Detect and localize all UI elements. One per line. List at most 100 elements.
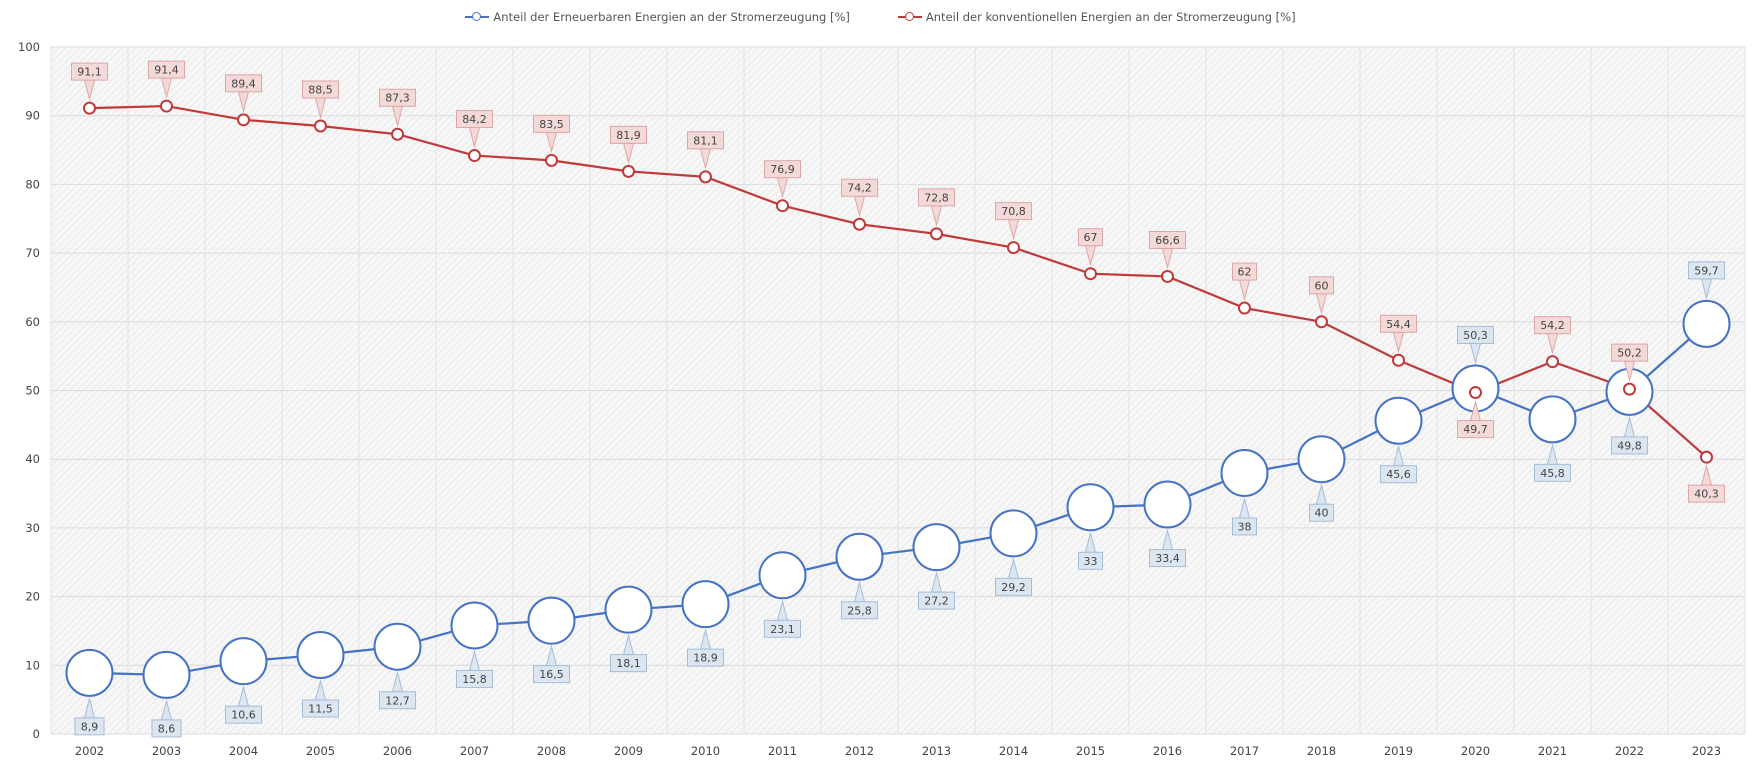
data-label-box [995, 577, 1032, 596]
data-point-renewable[interactable] [450, 601, 499, 650]
data-label: 88,5 [308, 84, 333, 97]
data-point-conventional[interactable] [1623, 382, 1636, 396]
data-label: 38 [1238, 520, 1252, 533]
data-label-box [1534, 463, 1571, 482]
data-point-renewable[interactable] [604, 585, 653, 634]
x-tick-label: 2020 [1461, 744, 1490, 758]
data-point-conventional[interactable] [545, 153, 558, 167]
legend-label-conventional: Anteil der konventionellen Energien an d… [925, 10, 1296, 24]
data-point-conventional[interactable] [1469, 386, 1482, 400]
data-label: 29,2 [1001, 581, 1026, 594]
legend-item-renewable[interactable]: Anteil der Erneuerbaren Energien an der … [465, 10, 850, 24]
data-label: 74,2 [847, 182, 872, 195]
data-label-box [918, 591, 955, 610]
data-label-box [71, 62, 108, 81]
data-point-renewable[interactable] [1374, 396, 1423, 445]
data-point-renewable[interactable] [681, 580, 730, 629]
data-point-conventional[interactable] [391, 127, 404, 141]
data-point-renewable[interactable] [219, 637, 268, 686]
data-label: 66,6 [1155, 234, 1180, 247]
data-label-box [1380, 314, 1417, 333]
data-point-renewable[interactable] [912, 523, 961, 572]
data-label: 23,1 [770, 623, 795, 636]
x-tick-label: 2003 [152, 744, 181, 758]
data-point-renewable[interactable] [758, 551, 807, 600]
x-tick-label: 2007 [460, 744, 489, 758]
data-point-renewable[interactable] [835, 532, 884, 581]
data-point-renewable[interactable] [989, 509, 1038, 558]
data-point-conventional[interactable] [83, 101, 96, 115]
data-point-renewable[interactable] [1066, 483, 1115, 532]
x-tick-label: 2002 [75, 744, 104, 758]
x-tick-label: 2014 [999, 744, 1028, 758]
data-label: 81,1 [693, 134, 718, 147]
data-point-renewable[interactable] [1528, 395, 1577, 444]
data-label-box [148, 60, 185, 79]
x-tick-label: 2005 [306, 744, 335, 758]
data-point-conventional[interactable] [1161, 269, 1174, 283]
x-tick-label: 2021 [1538, 744, 1567, 758]
x-tick-label: 2018 [1307, 744, 1336, 758]
y-tick-label: 20 [25, 590, 40, 604]
data-point-conventional[interactable] [1315, 315, 1328, 329]
data-label: 62 [1238, 266, 1252, 279]
data-point-conventional[interactable] [1084, 267, 1097, 281]
data-point-renewable[interactable] [296, 630, 345, 679]
x-tick-label: 2004 [229, 744, 258, 758]
data-point-conventional[interactable] [1392, 353, 1405, 367]
data-point-conventional[interactable] [314, 119, 327, 133]
data-point-conventional[interactable] [622, 164, 635, 178]
data-label: 8,9 [81, 720, 99, 733]
data-point-conventional[interactable] [468, 149, 481, 163]
data-point-conventional[interactable] [853, 217, 866, 231]
y-tick-label: 60 [25, 315, 40, 329]
data-label-box [1457, 420, 1494, 439]
data-point-conventional[interactable] [160, 99, 173, 113]
chart-legend: Anteil der Erneuerbaren Energien an der … [0, 10, 1761, 24]
data-label-box [302, 80, 339, 99]
data-point-renewable[interactable] [65, 648, 114, 697]
x-tick-label: 2016 [1153, 744, 1182, 758]
data-label: 27,2 [924, 595, 949, 608]
legend-label-renewable: Anteil der Erneuerbaren Energien an der … [493, 10, 850, 24]
data-label: 40 [1315, 507, 1329, 520]
x-tick-label: 2012 [845, 744, 874, 758]
data-point-conventional[interactable] [1007, 241, 1020, 255]
data-point-renewable[interactable] [373, 622, 422, 671]
data-point-renewable[interactable] [527, 596, 576, 645]
data-point-renewable[interactable] [142, 650, 191, 699]
data-label-box [1149, 230, 1186, 249]
legend-item-conventional[interactable]: Anteil der konventionellen Energien an d… [897, 10, 1296, 24]
data-label-box [1457, 325, 1494, 344]
data-point-renewable[interactable] [1297, 435, 1346, 484]
data-label: 33,4 [1155, 552, 1180, 565]
data-point-conventional[interactable] [1546, 355, 1559, 369]
y-tick-label: 40 [25, 452, 40, 466]
data-point-renewable[interactable] [1220, 448, 1269, 497]
data-point-conventional[interactable] [776, 199, 789, 213]
data-label: 15,8 [462, 673, 487, 686]
data-label: 54,2 [1540, 319, 1565, 332]
data-point-conventional[interactable] [930, 227, 943, 241]
x-tick-label: 2006 [383, 744, 412, 758]
x-tick-label: 2015 [1076, 744, 1105, 758]
data-label: 50,2 [1617, 347, 1642, 360]
data-label: 45,8 [1540, 467, 1565, 480]
data-point-conventional[interactable] [1700, 450, 1713, 464]
data-label: 50,3 [1463, 329, 1488, 342]
data-label: 91,1 [77, 66, 102, 79]
data-label: 72,8 [924, 191, 949, 204]
data-point-renewable[interactable] [1682, 299, 1731, 348]
data-label: 8,6 [158, 722, 176, 735]
data-label: 91,4 [154, 64, 179, 77]
data-label-box [1534, 316, 1571, 335]
data-point-renewable[interactable] [1143, 480, 1192, 529]
data-label-box [1309, 503, 1334, 522]
data-label-box [533, 114, 570, 133]
data-point-conventional[interactable] [237, 113, 250, 127]
data-point-conventional[interactable] [699, 170, 712, 184]
data-label-box [1611, 343, 1648, 362]
data-point-conventional[interactable] [1238, 301, 1251, 315]
